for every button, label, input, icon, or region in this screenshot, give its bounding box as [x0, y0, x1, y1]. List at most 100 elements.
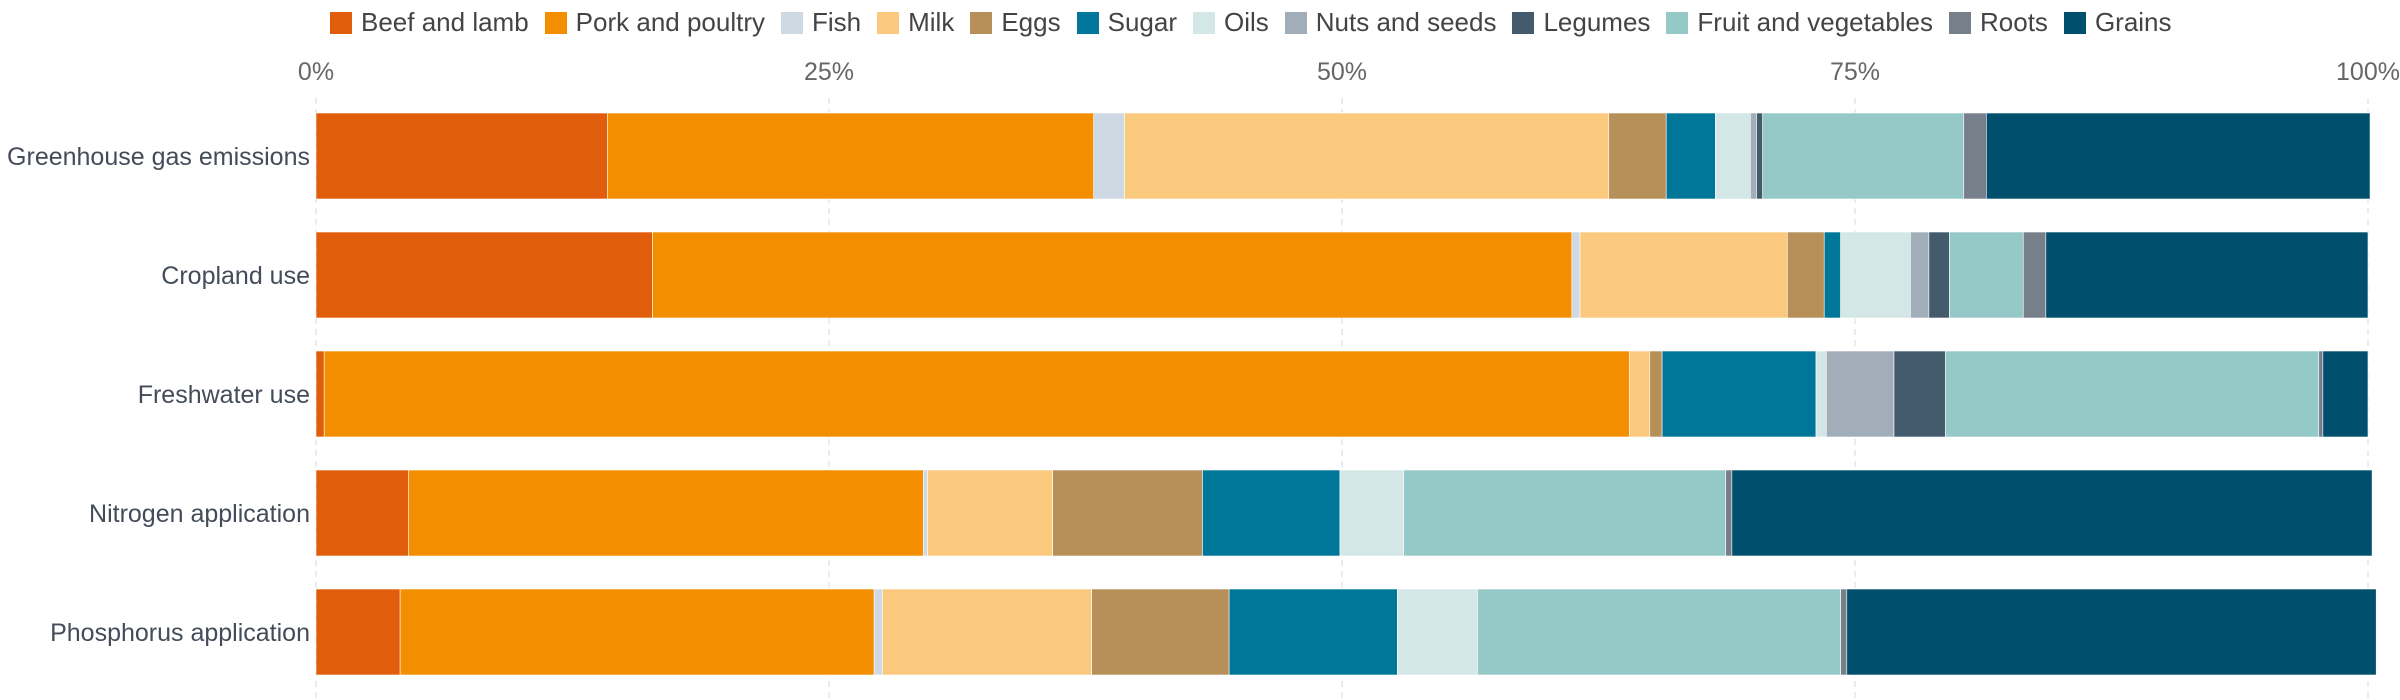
bar-segment: [1840, 588, 1848, 676]
bar-segment: [1228, 588, 1398, 676]
bar-segment: [1944, 350, 2320, 438]
bar-segment: [607, 112, 1095, 200]
bar-segment: [1756, 112, 1763, 200]
legend-label: Fruit and vegetables: [1697, 7, 1934, 37]
bar-segment: [1949, 231, 2024, 319]
bar-segment: [1928, 231, 1950, 319]
bar-segment: [873, 588, 883, 676]
bar-segment: [1202, 469, 1341, 557]
bar-segment: [2045, 231, 2369, 319]
legend-label: Milk: [908, 7, 955, 37]
bar-segment: [1661, 350, 1817, 438]
category-label: Greenhouse gas emissions: [7, 143, 310, 171]
legend-item: Legumes: [1512, 7, 1650, 38]
legend-label: Legumes: [1543, 7, 1651, 37]
legend-swatch: [1949, 11, 1972, 34]
legend-swatch: [330, 11, 352, 34]
legend-label: Nuts and seeds: [1315, 7, 1497, 37]
bar-segment: [1823, 231, 1841, 319]
bar-segment: [1846, 588, 2377, 676]
bar-segment: [1477, 588, 1841, 676]
bar-segment: [315, 231, 653, 319]
bar-segment: [927, 469, 1053, 557]
legend-label: Grains: [2094, 7, 2172, 37]
legend-item: Eggs: [970, 7, 1061, 38]
bar-segment: [315, 469, 409, 557]
legend-label: Fish: [812, 7, 862, 37]
bar-segment: [2322, 350, 2369, 438]
bar-segment: [2022, 231, 2047, 319]
legend-swatch: [877, 11, 900, 34]
bar-segment: [1649, 350, 1663, 438]
bar-segment: [1091, 588, 1230, 676]
bar-segment: [1715, 112, 1751, 200]
bar-segment: [1608, 112, 1667, 200]
legend-swatch: [1512, 11, 1535, 34]
legend-item: Oils: [1193, 7, 1269, 38]
legend-swatch: [1666, 11, 1689, 34]
bar-segment: [1397, 588, 1478, 676]
x-tick-label: 25%: [804, 58, 854, 86]
category-label: Nitrogen application: [89, 500, 310, 528]
bar-segment: [1762, 112, 1965, 200]
bar-segment: [1815, 350, 1827, 438]
legend-label: Eggs: [1001, 7, 1061, 37]
category-label: Cropland use: [161, 262, 310, 290]
bar-segment: [1963, 112, 1987, 200]
bar-segment: [315, 350, 325, 438]
bar-segment: [1986, 112, 2371, 200]
legend-swatch: [1193, 11, 1215, 34]
legend-item: Beef and lamb: [330, 7, 529, 38]
legend-item: Milk: [877, 7, 954, 38]
legend-swatch: [970, 11, 993, 34]
bar-segment: [882, 588, 1092, 676]
bar-segment: [1571, 231, 1581, 319]
legend-item: Fruit and vegetables: [1666, 7, 1933, 38]
legend-item: Roots: [1949, 7, 2048, 38]
bar-segment: [1731, 469, 2373, 557]
bar-segment: [399, 588, 875, 676]
bar-segment: [1725, 469, 1733, 557]
bar-segment: [1579, 231, 1788, 319]
bar-segment: [1893, 350, 1946, 438]
legend-swatch: [781, 11, 803, 34]
bar-segment: [923, 469, 928, 557]
legend-item: Pork and poultry: [544, 7, 765, 38]
bar-segment: [2318, 350, 2324, 438]
x-tick-label: 50%: [1317, 58, 1367, 86]
legend-label: Oils: [1224, 7, 1269, 37]
category-label: Freshwater use: [138, 381, 310, 409]
legend-swatch: [2063, 11, 2086, 34]
bar-segment: [1124, 112, 1610, 200]
x-tick-label: 0%: [298, 58, 334, 86]
legend-item: Fish: [781, 7, 861, 38]
bar-segment: [1825, 350, 1895, 438]
x-tick-label: 100%: [2336, 58, 2400, 86]
bar-segment: [1628, 350, 1651, 438]
legend-item: Grains: [2063, 7, 2172, 38]
legend-label: Beef and lamb: [361, 7, 529, 37]
bar-segment: [315, 112, 608, 200]
legend-swatch: [544, 11, 567, 34]
bar-segment: [1910, 231, 1930, 319]
bar-segment: [652, 231, 1573, 319]
bar-segment: [1840, 231, 1911, 319]
legend-item: Nuts and seeds: [1284, 7, 1497, 38]
bar-segment: [408, 469, 924, 557]
bar-segment: [1052, 469, 1203, 557]
bar-segment: [315, 588, 401, 676]
legend-label: Pork and poultry: [575, 7, 765, 37]
legend-swatch: [1284, 11, 1307, 34]
bar-segment: [1339, 469, 1404, 557]
legend-item: Sugar: [1076, 7, 1177, 38]
bar-segment: [1093, 112, 1125, 200]
bar-segment: [1750, 112, 1757, 200]
bar-segment: [323, 350, 1630, 438]
chart-legend: Beef and lamb Pork and poultry Fish Milk Egg…: [330, 7, 2188, 38]
bar-segment: [1786, 231, 1825, 319]
bar-segment: [1403, 469, 1727, 557]
legend-label: Sugar: [1107, 7, 1177, 37]
legend-swatch: [1076, 11, 1099, 34]
bar-segment: [1665, 112, 1716, 200]
